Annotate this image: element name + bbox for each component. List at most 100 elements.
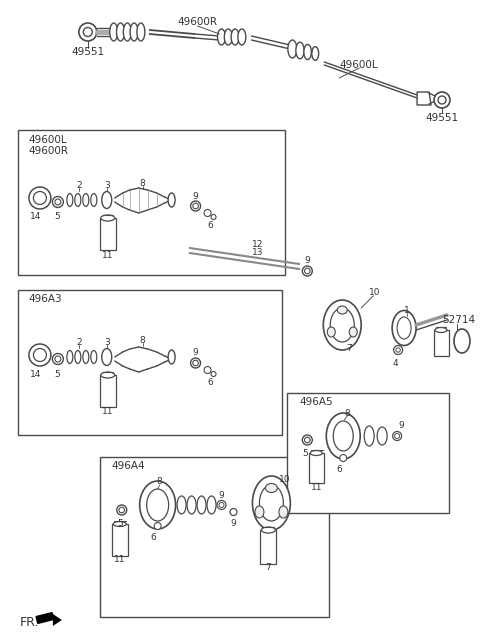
Text: 14: 14 [30, 211, 42, 220]
Text: 9: 9 [218, 491, 224, 500]
Bar [434, 330, 449, 356]
Ellipse shape [252, 476, 290, 530]
Ellipse shape [67, 193, 73, 207]
Circle shape [204, 209, 211, 216]
Ellipse shape [140, 481, 176, 529]
Ellipse shape [197, 496, 206, 514]
Circle shape [302, 266, 312, 276]
Circle shape [393, 431, 402, 440]
Circle shape [29, 187, 51, 209]
Ellipse shape [259, 485, 283, 521]
Ellipse shape [168, 193, 175, 207]
Ellipse shape [75, 193, 81, 207]
Circle shape [304, 268, 310, 274]
Circle shape [193, 204, 198, 209]
Text: 5: 5 [54, 370, 60, 379]
Ellipse shape [324, 300, 361, 350]
Circle shape [191, 358, 201, 368]
Ellipse shape [397, 317, 411, 339]
Text: 496A4: 496A4 [112, 461, 145, 471]
Ellipse shape [296, 43, 304, 59]
Text: 11: 11 [102, 251, 113, 260]
Polygon shape [53, 614, 62, 626]
Ellipse shape [67, 350, 73, 363]
Circle shape [434, 92, 450, 108]
Circle shape [79, 23, 97, 41]
Ellipse shape [91, 350, 97, 363]
Ellipse shape [137, 23, 145, 41]
Text: 496A3: 496A3 [28, 294, 61, 304]
Text: 11: 11 [114, 556, 125, 565]
Ellipse shape [83, 350, 89, 363]
Text: 49551: 49551 [425, 113, 458, 123]
Text: 7: 7 [265, 564, 271, 573]
Ellipse shape [326, 413, 360, 459]
Text: 9: 9 [192, 348, 198, 357]
Ellipse shape [187, 496, 196, 514]
Ellipse shape [231, 29, 239, 45]
Text: 8: 8 [140, 336, 145, 345]
Ellipse shape [217, 29, 226, 45]
Text: 2: 2 [76, 337, 82, 346]
Text: 6: 6 [151, 533, 156, 542]
Text: 7: 7 [347, 343, 352, 352]
Circle shape [29, 344, 51, 366]
Ellipse shape [310, 451, 322, 455]
Text: FR.: FR. [20, 616, 39, 629]
Circle shape [52, 354, 63, 365]
Ellipse shape [288, 40, 297, 58]
Ellipse shape [330, 308, 354, 342]
Bar [18, 130, 286, 275]
Polygon shape [417, 92, 431, 105]
Text: 52714: 52714 [443, 315, 476, 325]
Bar [309, 453, 324, 483]
Ellipse shape [304, 44, 312, 59]
Ellipse shape [265, 484, 277, 493]
Circle shape [394, 345, 403, 354]
Ellipse shape [168, 350, 175, 364]
Text: 8: 8 [140, 178, 145, 187]
Text: 3: 3 [104, 180, 109, 189]
Text: 12: 12 [252, 240, 264, 249]
Ellipse shape [102, 348, 112, 366]
Text: 8: 8 [344, 408, 350, 417]
Circle shape [340, 455, 347, 462]
Ellipse shape [91, 193, 97, 207]
Text: 9: 9 [192, 191, 198, 200]
Text: 10: 10 [278, 475, 290, 484]
Circle shape [438, 96, 446, 104]
Text: 5: 5 [54, 211, 60, 220]
Ellipse shape [130, 23, 138, 41]
Text: 6: 6 [208, 220, 214, 229]
Bar [100, 375, 116, 407]
Circle shape [117, 505, 127, 515]
Text: 5: 5 [117, 518, 122, 527]
Circle shape [55, 199, 61, 205]
Ellipse shape [147, 489, 168, 521]
Circle shape [396, 348, 400, 352]
Bar [112, 524, 128, 556]
Ellipse shape [279, 506, 288, 518]
Ellipse shape [75, 350, 81, 363]
Ellipse shape [377, 427, 387, 445]
Ellipse shape [207, 496, 216, 514]
Text: 9: 9 [398, 422, 404, 430]
Bar [18, 290, 282, 435]
Ellipse shape [101, 215, 115, 221]
Text: 8: 8 [157, 477, 163, 486]
Ellipse shape [83, 193, 89, 207]
Circle shape [211, 372, 216, 377]
Text: 3: 3 [104, 337, 109, 346]
Ellipse shape [364, 426, 374, 446]
Circle shape [52, 196, 63, 207]
Circle shape [219, 502, 224, 507]
Ellipse shape [392, 310, 416, 345]
Text: 49600L: 49600L [28, 135, 67, 145]
Ellipse shape [123, 23, 132, 41]
Text: 49551: 49551 [71, 47, 104, 57]
Text: 11: 11 [102, 408, 113, 417]
Bar [100, 457, 329, 617]
Ellipse shape [110, 23, 118, 41]
Ellipse shape [177, 496, 186, 514]
Ellipse shape [262, 527, 276, 533]
